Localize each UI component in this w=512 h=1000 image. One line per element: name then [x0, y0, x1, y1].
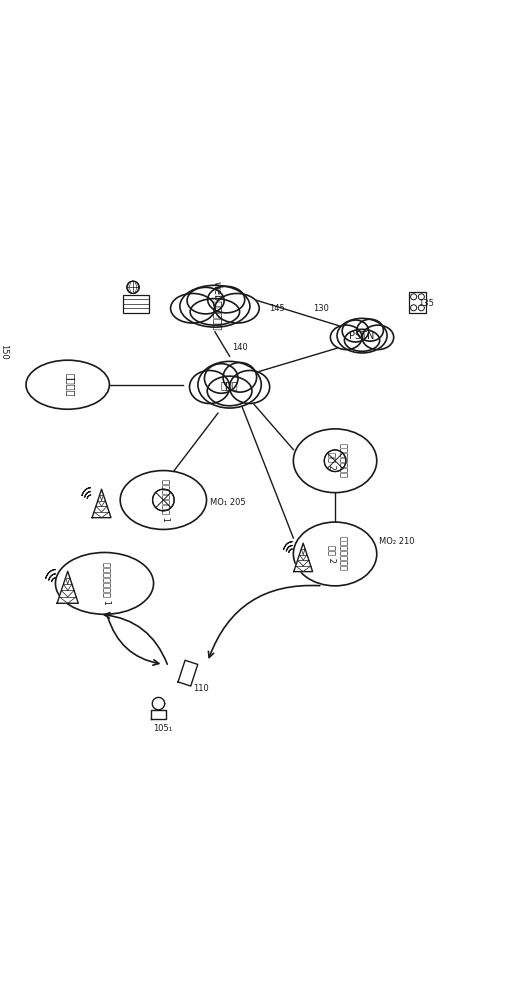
Circle shape [153, 489, 174, 511]
Ellipse shape [180, 285, 250, 327]
Text: 145: 145 [269, 304, 285, 313]
Circle shape [411, 294, 417, 300]
Circle shape [418, 305, 424, 311]
Ellipse shape [198, 361, 261, 408]
Ellipse shape [215, 293, 259, 323]
Circle shape [411, 305, 417, 311]
Text: MO₂ 210: MO₂ 210 [379, 537, 415, 546]
Ellipse shape [229, 370, 270, 403]
Ellipse shape [330, 325, 362, 350]
Ellipse shape [189, 370, 229, 403]
Ellipse shape [362, 325, 394, 350]
Ellipse shape [223, 363, 257, 392]
Text: 策略服务: 策略服务 [65, 373, 75, 396]
Text: 150: 150 [0, 344, 8, 360]
Bar [123, 295, 150, 313]
Ellipse shape [204, 364, 238, 393]
Text: 110: 110 [193, 684, 208, 693]
Polygon shape [178, 660, 198, 686]
Bar [409, 292, 426, 313]
Ellipse shape [357, 319, 383, 341]
Ellipse shape [26, 360, 110, 409]
Ellipse shape [293, 522, 377, 586]
Text: PSTN: PSTN [349, 331, 375, 341]
Text: 105₁: 105₁ [154, 724, 173, 733]
Text: 无线电接入网络 1: 无线电接入网络 1 [161, 479, 170, 521]
Text: 无线电接入网络 1: 无线电接入网络 1 [102, 562, 112, 605]
Ellipse shape [208, 286, 245, 313]
Ellipse shape [190, 299, 240, 325]
Polygon shape [127, 281, 139, 293]
Text: 移动运营商核心
网络 2: 移动运营商核心 网络 2 [328, 443, 348, 478]
Text: web资源供应商: web资源供应商 [212, 281, 222, 331]
Polygon shape [294, 543, 313, 572]
Text: 140: 140 [232, 343, 248, 352]
Circle shape [324, 450, 346, 472]
Polygon shape [57, 571, 78, 603]
Text: 130: 130 [313, 304, 329, 313]
Polygon shape [152, 697, 165, 710]
Ellipse shape [337, 318, 387, 353]
Polygon shape [0, 360, 2, 372]
Polygon shape [151, 710, 166, 719]
Ellipse shape [55, 552, 154, 614]
Ellipse shape [342, 320, 369, 342]
Ellipse shape [120, 471, 206, 529]
Bar [0, 373, 12, 391]
Ellipse shape [293, 429, 377, 493]
Text: MO₁ 205: MO₁ 205 [210, 498, 246, 507]
Text: 因特网: 因特网 [221, 380, 239, 390]
Polygon shape [92, 489, 111, 518]
Ellipse shape [170, 293, 215, 323]
Ellipse shape [187, 287, 224, 314]
Circle shape [418, 294, 424, 300]
Text: 135: 135 [418, 299, 434, 308]
Text: 移动运营商核心
网络 2: 移动运营商核心 网络 2 [328, 536, 348, 571]
Ellipse shape [207, 376, 252, 406]
Ellipse shape [345, 329, 380, 351]
